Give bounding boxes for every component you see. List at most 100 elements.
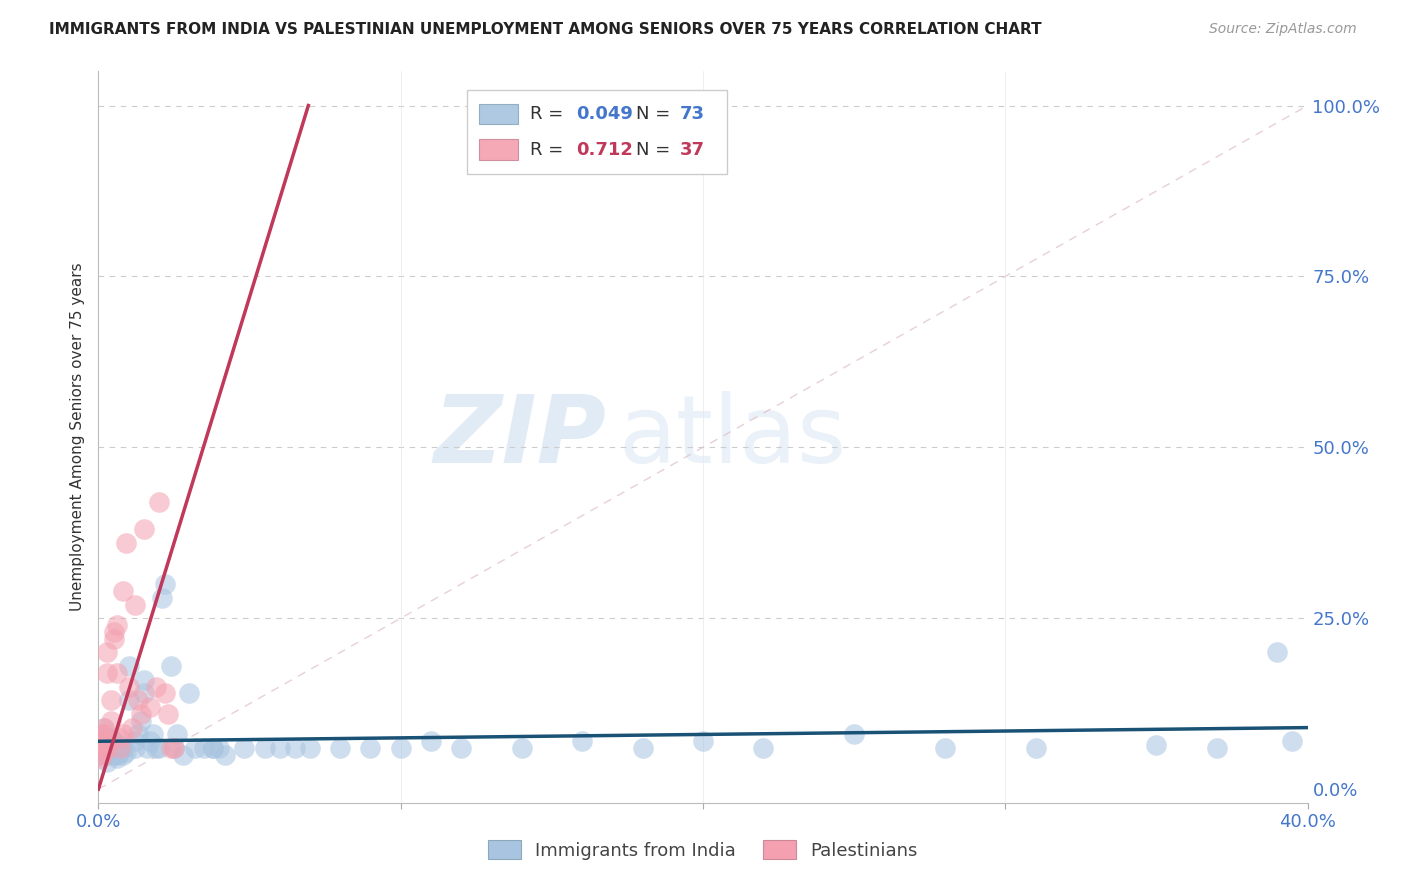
Point [121, 721, 143, 735]
Point [934, 741, 956, 756]
Point [93, 745, 115, 759]
Point [166, 727, 188, 741]
Point [103, 741, 125, 756]
Point [571, 734, 593, 748]
Bar [479, 139, 517, 160]
Point [111, 583, 134, 598]
Point [129, 706, 152, 721]
Point [96, 741, 118, 756]
Point [163, 741, 186, 756]
Legend: Immigrants from India, Palestinians: Immigrants from India, Palestinians [481, 833, 925, 867]
Point [89, 747, 111, 762]
Point [96, 755, 118, 769]
Text: 73: 73 [681, 104, 704, 123]
Point [105, 665, 128, 680]
Point [111, 741, 134, 756]
Point [329, 741, 352, 756]
Point [100, 731, 122, 745]
Point [284, 741, 307, 756]
Point [100, 714, 122, 728]
Point [360, 741, 382, 756]
Point [132, 522, 155, 536]
Point [96, 741, 118, 756]
Point [389, 741, 412, 756]
Y-axis label: Unemployment Among Seniors over 75 years: Unemployment Among Seniors over 75 years [70, 263, 86, 611]
Point [93, 734, 115, 748]
Point [844, 727, 866, 741]
Point [172, 747, 194, 762]
Point [90, 741, 112, 756]
Point [103, 624, 125, 639]
Point [148, 495, 170, 509]
Point [90, 734, 112, 748]
Point [100, 738, 122, 752]
Point [160, 741, 183, 756]
Point [142, 727, 165, 741]
Point [90, 727, 112, 741]
Point [93, 731, 115, 745]
Point [145, 741, 167, 756]
Point [156, 706, 179, 721]
Point [214, 747, 236, 762]
Point [153, 577, 176, 591]
Point [90, 741, 112, 756]
Text: R =: R = [530, 104, 569, 123]
Text: R =: R = [530, 141, 569, 159]
Point [253, 741, 276, 756]
Point [100, 745, 122, 759]
Point [132, 686, 155, 700]
Point [1144, 738, 1167, 752]
Point [145, 680, 167, 694]
Point [111, 747, 134, 762]
Point [111, 727, 134, 741]
Point [93, 745, 115, 759]
Point [103, 632, 125, 646]
Point [105, 747, 128, 762]
Point [1267, 645, 1289, 659]
Point [129, 714, 152, 728]
Point [139, 734, 162, 748]
Point [96, 747, 118, 762]
Text: 0.049: 0.049 [576, 104, 633, 123]
Point [96, 665, 118, 680]
Point [93, 738, 115, 752]
Point [139, 700, 162, 714]
Point [163, 741, 186, 756]
Point [108, 741, 131, 756]
Point [90, 751, 112, 765]
Point [90, 747, 112, 762]
Point [108, 738, 131, 752]
Point [208, 741, 231, 756]
Point [1024, 741, 1046, 756]
Point [202, 741, 225, 756]
Point [124, 734, 146, 748]
Point [105, 751, 128, 765]
Point [114, 536, 136, 550]
Point [103, 734, 125, 748]
Point [1206, 741, 1229, 756]
Point [114, 745, 136, 759]
FancyBboxPatch shape [467, 90, 727, 174]
Point [108, 745, 131, 759]
Text: N =: N = [637, 104, 676, 123]
Point [752, 741, 775, 756]
Point [118, 680, 141, 694]
Point [90, 734, 112, 748]
Point [118, 659, 141, 673]
Point [420, 734, 443, 748]
Point [105, 618, 128, 632]
Point [148, 741, 170, 756]
Point [1281, 734, 1303, 748]
Point [127, 727, 149, 741]
Point [124, 741, 146, 756]
Point [450, 741, 472, 756]
Point [232, 741, 254, 756]
Point [179, 686, 201, 700]
Point [124, 598, 146, 612]
Point [510, 741, 533, 756]
Point [631, 741, 654, 756]
Point [103, 747, 125, 762]
Text: N =: N = [637, 141, 676, 159]
Point [127, 693, 149, 707]
Point [150, 591, 173, 605]
